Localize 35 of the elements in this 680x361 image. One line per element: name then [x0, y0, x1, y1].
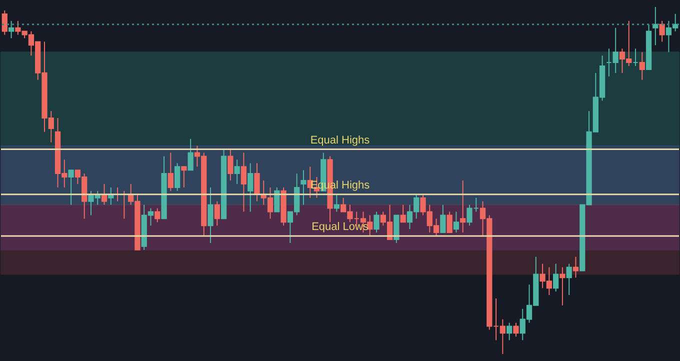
candlestick — [8, 20, 14, 39]
candlestick — [560, 266, 566, 306]
candlestick — [513, 322, 519, 338]
candlestick — [274, 186, 280, 212]
candlestick — [659, 20, 665, 42]
candlestick — [453, 211, 460, 234]
candlestick — [572, 256, 579, 278]
candlestick — [228, 148, 234, 181]
candlestick — [460, 180, 466, 234]
candlestick — [208, 186, 214, 244]
candlestick — [240, 152, 247, 212]
candlestick — [2, 10, 8, 36]
candlestick — [181, 166, 187, 188]
ref-line-label: Equal Highs — [310, 134, 370, 146]
candlestick — [652, 6, 658, 46]
candlestick — [168, 152, 174, 192]
candlestick — [566, 263, 572, 296]
candlestick — [68, 170, 74, 206]
candlestick — [248, 162, 254, 212]
candlestick — [632, 48, 638, 66]
candlestick — [300, 170, 306, 206]
candlestick — [174, 162, 180, 192]
candlestick — [446, 211, 452, 234]
candlestick — [334, 194, 340, 212]
candlestick — [506, 322, 512, 341]
candlestick — [552, 263, 559, 292]
candlestick — [639, 52, 645, 80]
candlestick — [254, 162, 260, 202]
candlestick — [400, 204, 406, 223]
candlestick — [188, 138, 194, 171]
candlestick — [440, 204, 446, 234]
candlestick — [214, 200, 220, 226]
candlestick — [374, 211, 380, 234]
candlestick — [234, 159, 240, 184]
candlestick — [154, 208, 160, 223]
